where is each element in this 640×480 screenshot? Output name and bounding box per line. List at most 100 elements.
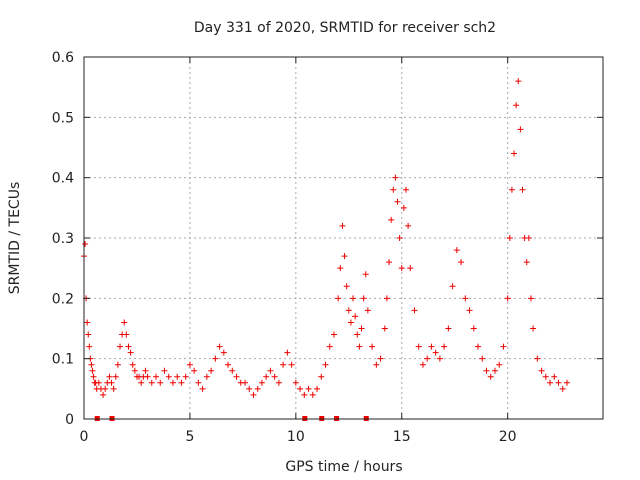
data-point — [402, 186, 409, 193]
data-point — [89, 367, 96, 374]
data-point — [508, 186, 515, 193]
data-point — [85, 331, 92, 338]
data-point — [360, 295, 367, 302]
data-point — [161, 367, 168, 374]
data-point — [458, 259, 465, 266]
data-point — [284, 349, 291, 356]
data-point — [496, 361, 503, 368]
data-point — [199, 385, 206, 392]
data-point — [441, 343, 448, 350]
data-point — [462, 295, 469, 302]
data-point — [95, 379, 102, 386]
data-point — [108, 379, 115, 386]
data-point — [271, 373, 278, 380]
data-point — [212, 355, 219, 362]
y-axis-ticks: 0 0.1 0.2 0.3 0.4 0.5 0.6 — [52, 50, 603, 428]
data-point — [436, 355, 443, 362]
y-tick-label: 0 — [65, 412, 74, 428]
data-point — [263, 373, 270, 380]
data-point — [392, 174, 399, 181]
y-tick-label: 0.3 — [52, 231, 74, 247]
data-point — [102, 385, 109, 392]
data-point — [297, 385, 304, 392]
data-point — [388, 216, 395, 223]
data-point — [292, 379, 299, 386]
data-point — [106, 373, 113, 380]
data-point — [523, 259, 530, 266]
data-point — [470, 325, 477, 332]
data-point — [174, 373, 181, 380]
data-point — [246, 385, 253, 392]
data-point — [424, 355, 431, 362]
data-point — [339, 222, 346, 229]
data-point — [100, 391, 107, 398]
y-axis-label: SRMTID / TECUs — [7, 182, 23, 295]
data-point — [358, 325, 365, 332]
data-point — [280, 361, 287, 368]
data-point — [117, 343, 124, 350]
data-point — [362, 271, 369, 278]
data-point — [121, 319, 128, 326]
x-tick-label: 20 — [499, 429, 517, 445]
data-point — [466, 307, 473, 314]
data-point — [182, 373, 189, 380]
data-point — [517, 126, 524, 133]
data-point — [390, 186, 397, 193]
data-point — [123, 331, 130, 338]
data-point — [475, 343, 482, 350]
data-point — [525, 235, 532, 241]
data-point — [90, 373, 97, 380]
data-point — [216, 343, 223, 350]
x-tick-label: 15 — [393, 429, 411, 445]
x-axis-ticks: 0 5 10 15 20 — [80, 57, 517, 445]
data-point — [530, 325, 537, 332]
data-point — [350, 295, 357, 302]
data-point — [110, 385, 117, 392]
data-point — [383, 295, 390, 302]
data-point — [491, 367, 498, 374]
data-point — [254, 385, 261, 392]
data-point — [551, 373, 558, 380]
data-point — [396, 235, 403, 241]
data-point — [203, 373, 210, 380]
data-point — [419, 361, 426, 368]
data-point — [309, 391, 316, 398]
data-point — [148, 379, 155, 386]
data-point — [335, 295, 342, 302]
data-point — [326, 343, 333, 350]
data-point — [407, 265, 414, 272]
data-point — [142, 367, 149, 374]
x-tick-label: 10 — [287, 429, 305, 445]
data-point — [515, 78, 522, 85]
data-point — [500, 343, 507, 350]
data-point — [394, 198, 401, 205]
data-point — [191, 367, 198, 374]
data-point — [555, 379, 562, 386]
data-point — [131, 367, 138, 374]
data-point — [322, 361, 329, 368]
y-tick-label: 0.2 — [52, 291, 74, 307]
data-point — [305, 385, 312, 392]
data-point — [547, 379, 554, 386]
data-point — [347, 319, 354, 326]
data-point — [114, 361, 121, 368]
data-point — [559, 385, 566, 392]
data-point — [415, 343, 422, 350]
data-point — [267, 367, 274, 374]
data-point — [241, 379, 248, 386]
data-point — [506, 235, 513, 241]
data-point — [527, 295, 534, 302]
data-point — [225, 361, 232, 368]
data-point — [343, 283, 350, 290]
data-point — [314, 385, 321, 392]
data-point — [195, 379, 202, 386]
data-point — [82, 241, 89, 248]
data-point — [373, 361, 380, 368]
data-point — [208, 367, 215, 374]
data-point — [449, 283, 456, 290]
data-point — [364, 307, 371, 314]
data-point — [157, 379, 164, 386]
data-point — [453, 247, 460, 254]
data-point — [169, 379, 176, 386]
data-point — [165, 373, 172, 380]
